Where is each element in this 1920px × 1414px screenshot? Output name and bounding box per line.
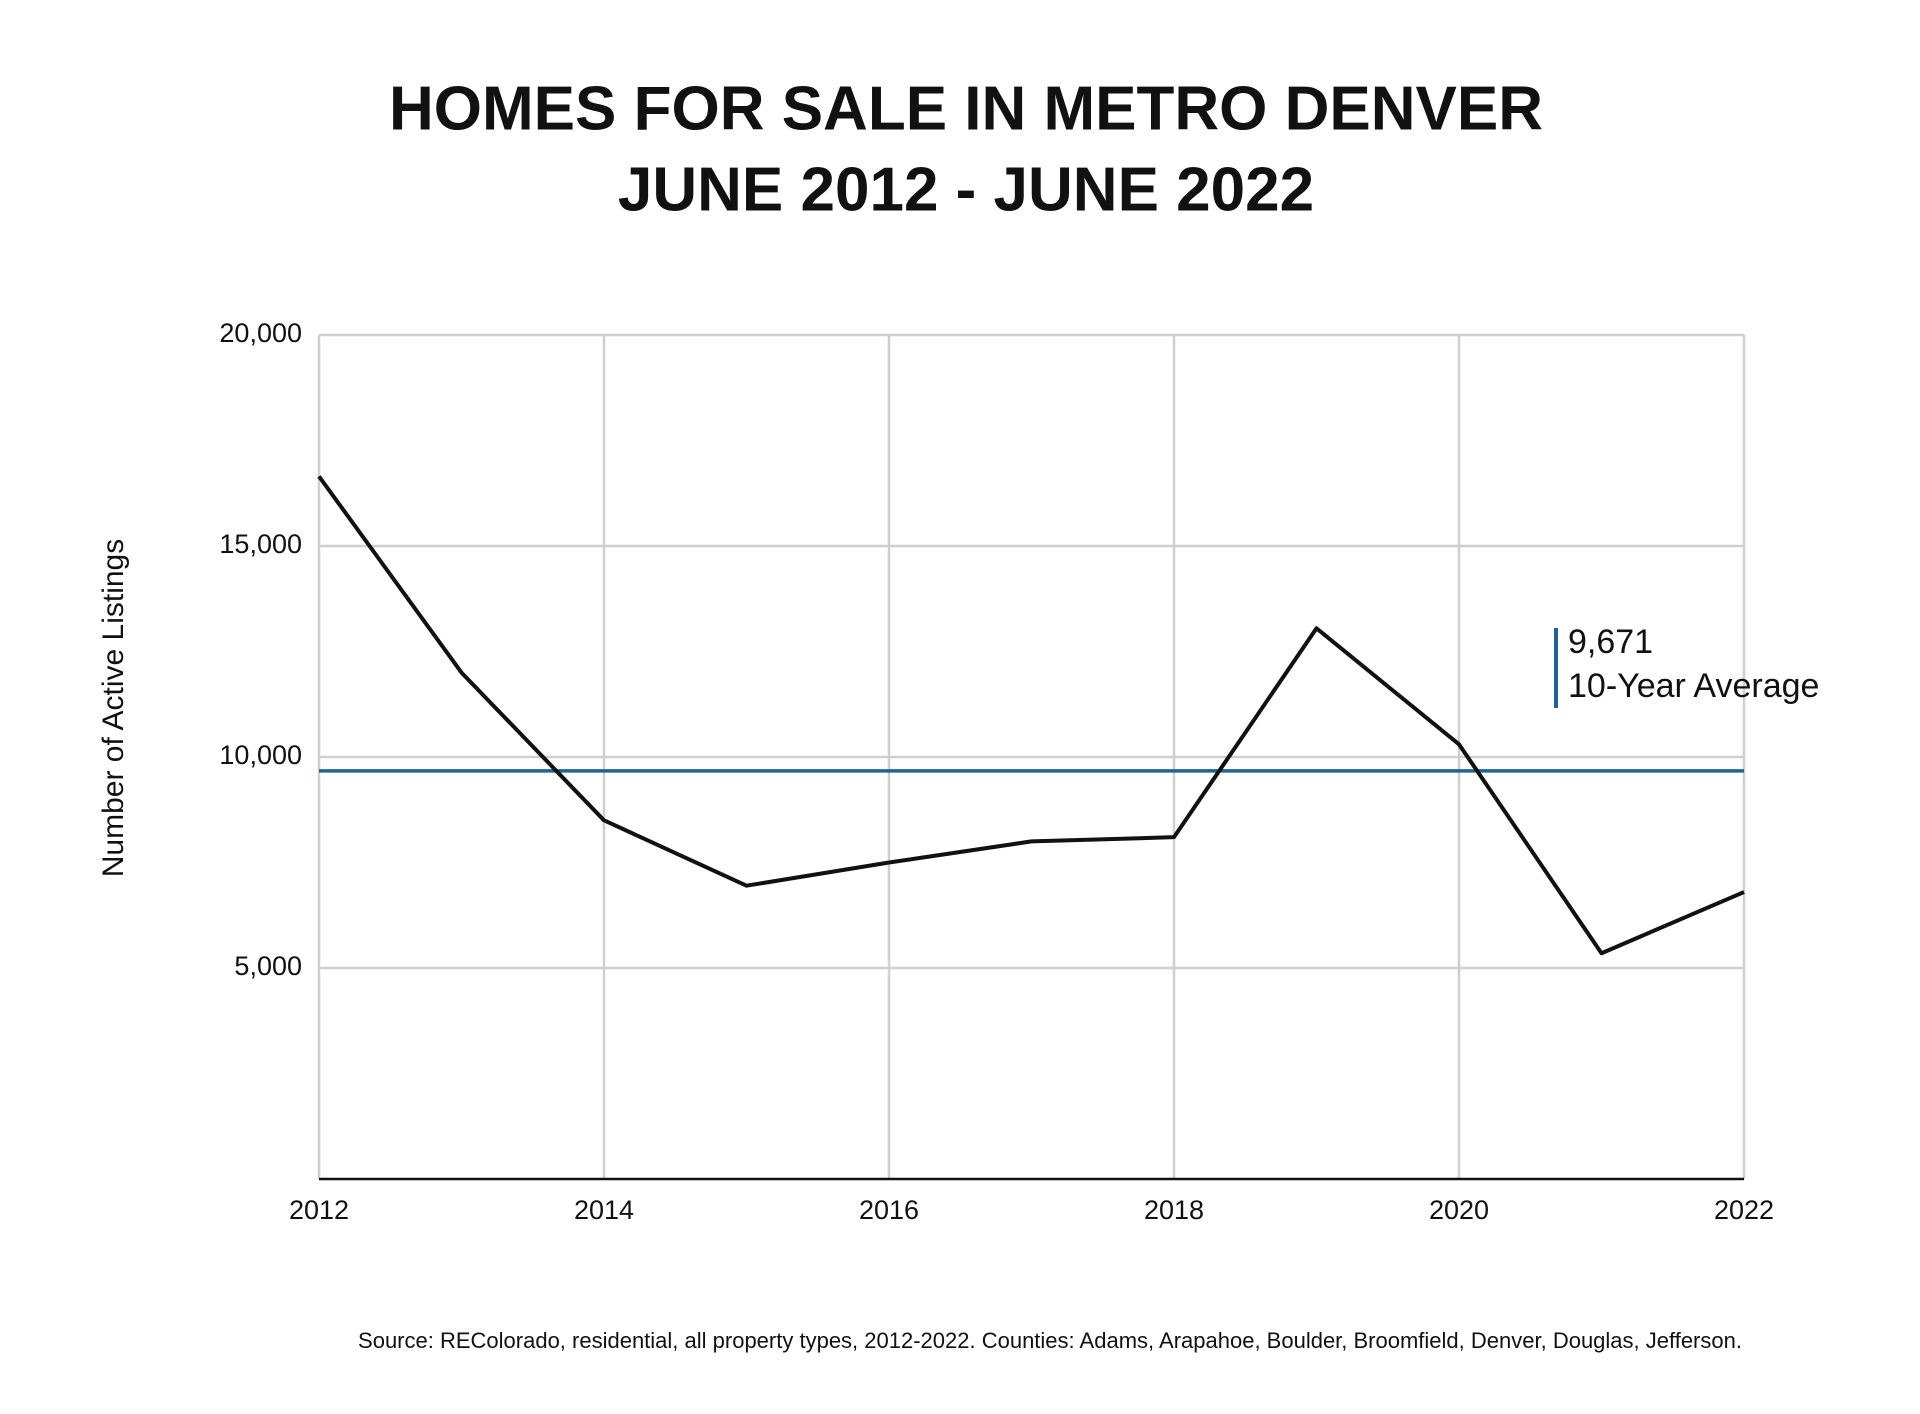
x-tick-label: 2014 xyxy=(574,1195,634,1225)
data-line xyxy=(317,475,1745,956)
x-tick-label: 2012 xyxy=(289,1195,349,1225)
x-tick-label: 2022 xyxy=(1714,1195,1774,1225)
x-tick-label: 2016 xyxy=(859,1195,919,1225)
y-tick-label: 5,000 xyxy=(234,951,302,981)
y-tick-label: 15,000 xyxy=(219,529,302,559)
average-label: 10-Year Average xyxy=(1568,667,1819,705)
y-axis-label: Number of Active Listings xyxy=(97,539,130,877)
y-tick-label: 10,000 xyxy=(219,740,302,770)
x-tick-label: 2020 xyxy=(1429,1195,1489,1225)
chart-subtitle: JUNE 2012 - JUNE 2022 xyxy=(618,155,1314,224)
chart-title: HOMES FOR SALE IN METRO DENVER xyxy=(389,74,1543,143)
x-tick-label: 2018 xyxy=(1144,1195,1204,1225)
source-note: Source: REColorado, residential, all pro… xyxy=(358,1328,1742,1353)
average-value-label: 9,671 xyxy=(1568,623,1653,661)
y-tick-label: 20,000 xyxy=(219,318,302,348)
